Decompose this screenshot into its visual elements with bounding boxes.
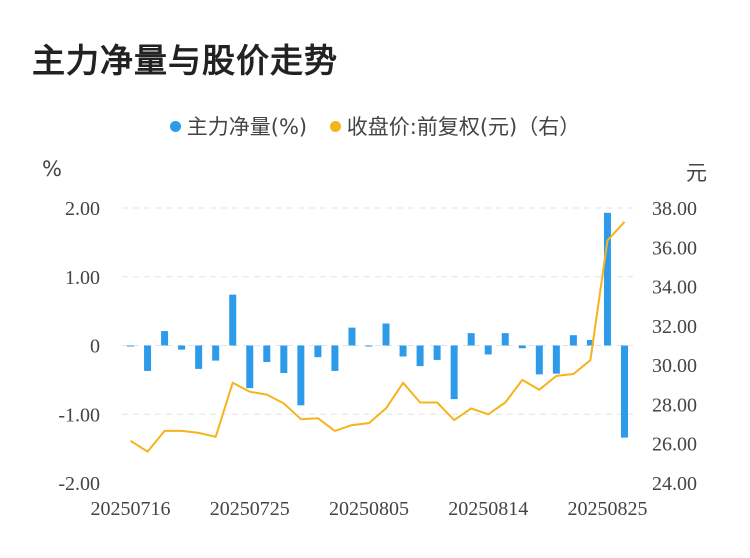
bar-net-volume (280, 345, 288, 373)
legend-item-close-price[interactable]: 收盘价:前复权(元)（右） (329, 111, 581, 141)
bar-net-volume (348, 327, 356, 346)
bar-net-volume (178, 345, 186, 350)
bar-net-volume (450, 345, 458, 400)
x-tick-label: 20250716 (91, 498, 171, 520)
bar-net-volume (569, 335, 577, 346)
bar-net-volume (365, 345, 373, 347)
bar-net-volume (518, 345, 526, 349)
legend-item-net-volume[interactable]: 主力净量(%) (169, 111, 308, 141)
right-tick-label: 28.00 (652, 394, 697, 416)
left-tick-label: 0 (90, 336, 100, 358)
bar-net-volume (161, 331, 169, 346)
bar-net-volume (195, 345, 203, 369)
bar-net-volume (586, 340, 594, 346)
bar-net-volume (433, 345, 441, 360)
legend-label-net-volume: 主力净量(%) (186, 115, 308, 139)
right-tick-label: 30.00 (652, 355, 697, 377)
bar-net-volume (501, 333, 509, 346)
legend-label-close-price: 收盘价:前复权(元)（右） (346, 115, 581, 139)
bar-net-volume (399, 345, 407, 357)
bar-net-volume (535, 345, 543, 375)
bar-net-volume (467, 333, 475, 346)
bar-net-volume (297, 345, 305, 406)
bar-net-volume (229, 294, 237, 346)
bar-net-volume (484, 345, 492, 355)
right-axis-unit: 元 (686, 161, 707, 185)
left-axis-unit: % (42, 157, 62, 181)
legend-dot-close-price (329, 120, 341, 132)
right-tick-label: 24.00 (652, 473, 697, 495)
legend-dot-net-volume (169, 120, 181, 132)
right-tick-label: 26.00 (652, 434, 697, 456)
right-tick-label: 32.00 (652, 316, 697, 338)
left-tick-label: 2.00 (65, 198, 100, 220)
bar-net-volume (246, 345, 254, 389)
x-tick-label: 20250805 (329, 498, 409, 520)
bar-net-volume (127, 345, 135, 347)
x-tick-label: 20250814 (448, 498, 528, 520)
x-tick-label: 20250725 (210, 498, 290, 520)
bar-net-volume (263, 345, 271, 362)
right-tick-label: 36.00 (652, 237, 697, 259)
left-tick-label: 1.00 (65, 267, 100, 289)
legend: 主力净量(%) 收盘价:前复权(元)（右） (0, 111, 750, 141)
line-close-price (129, 221, 626, 453)
bar-net-volume (382, 323, 390, 346)
right-tick-label: 34.00 (652, 277, 697, 299)
chart-title: 主力净量与股价走势 (32, 41, 338, 80)
bar-net-volume (212, 345, 220, 361)
bar-net-volume (620, 345, 628, 438)
bar-net-volume (314, 345, 322, 358)
bar-net-volume (144, 345, 152, 371)
x-tick-label: 20250825 (567, 498, 647, 520)
bar-net-volume (603, 212, 611, 346)
right-tick-label: 38.00 (652, 198, 697, 220)
left-tick-label: -1.00 (58, 404, 100, 426)
bar-net-volume (331, 345, 339, 371)
bar-net-volume (552, 345, 560, 374)
bar-net-volume (416, 345, 424, 367)
left-tick-label: -2.00 (58, 473, 100, 495)
